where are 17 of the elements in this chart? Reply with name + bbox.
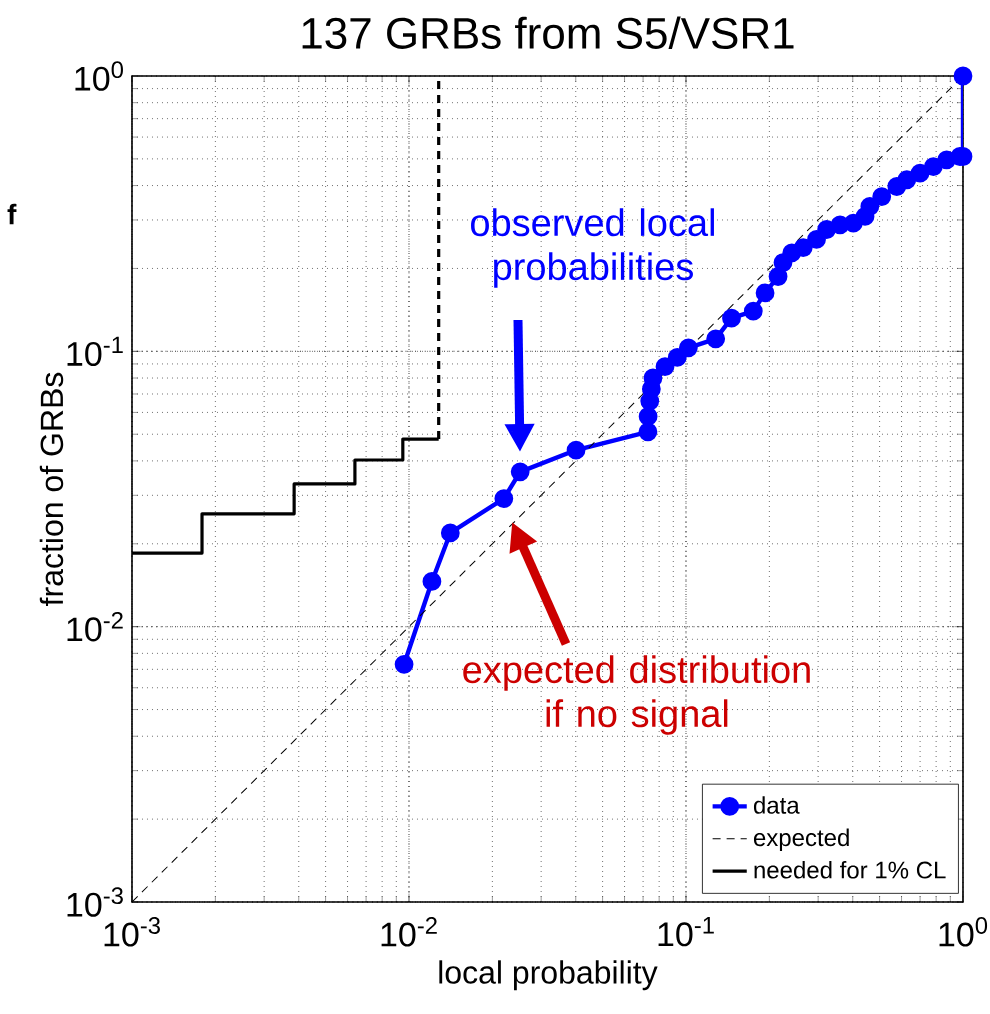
x-axis-title: local probability	[439, 960, 658, 991]
x-tick-label: 10$^{-2}$	[381, 917, 437, 947]
y-tick-label: 10$^{0}$	[75, 61, 123, 91]
annotation: observed local probabilities	[471, 208, 714, 288]
y-tick-label: 10$^{-1}$	[67, 336, 123, 366]
legend-label: expected	[753, 828, 849, 851]
legend-label: needed for 1% CL	[754, 860, 946, 879]
x-tick-label: 10$^{-1}$	[658, 917, 714, 947]
x-tick-label: 10$^{-3}$	[104, 917, 160, 947]
x-tick-label: 10$^{0}$	[939, 917, 988, 947]
annotation: expected distribution if no signal	[463, 655, 810, 735]
y-tick-label: 10$^{-3}$	[67, 887, 123, 917]
legend-label: data	[753, 796, 800, 814]
text: f	[7, 203, 17, 225]
y-axis-title: fraction of GRBs	[39, 372, 64, 606]
chart-title: 137 GRBs from S5/VSR1	[302, 16, 794, 49]
y-tick-label: 10$^{-2}$	[67, 611, 123, 642]
